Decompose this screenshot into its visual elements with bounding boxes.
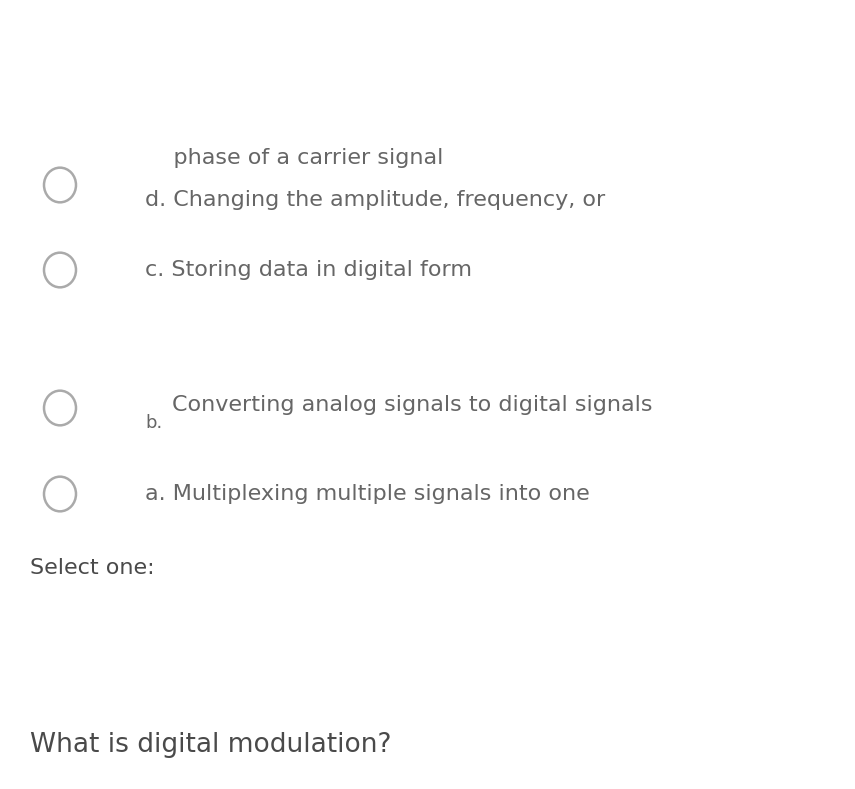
Text: Select one:: Select one: <box>30 558 155 578</box>
Text: d. Changing the amplitude, frequency, or: d. Changing the amplitude, frequency, or <box>145 190 605 210</box>
Text: a. Multiplexing multiple signals into one: a. Multiplexing multiple signals into on… <box>145 484 590 504</box>
Text: Converting analog signals to digital signals: Converting analog signals to digital sig… <box>172 395 652 415</box>
Text: phase of a carrier signal: phase of a carrier signal <box>145 148 444 168</box>
Text: c. Storing data in digital form: c. Storing data in digital form <box>145 260 472 280</box>
Text: b.: b. <box>145 414 162 432</box>
Text: What is digital modulation?: What is digital modulation? <box>30 732 392 758</box>
